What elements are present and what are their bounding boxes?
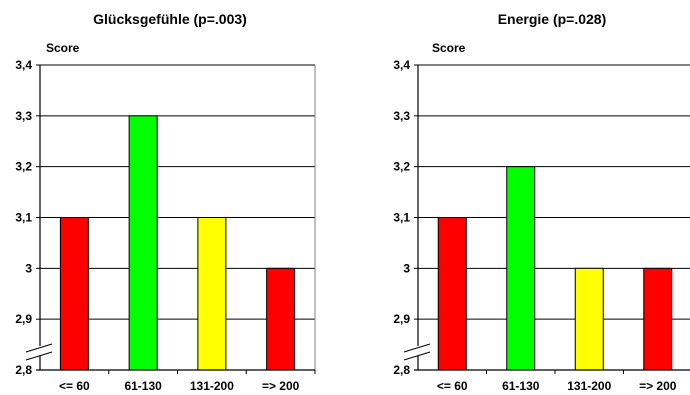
- axis-break-mark: [403, 351, 431, 361]
- y-tick-label: 2,9: [15, 312, 32, 326]
- bar-4: [266, 267, 296, 371]
- chart-panel-gluecksgefuehle: Glücksgefühle (p=.003) Score 2,8 2,9 3 3,1 3…: [15, 11, 316, 393]
- x-tick-label: 61-130: [502, 379, 540, 393]
- y-tick-label: 3,2: [15, 160, 32, 174]
- y-tick-label: 3,1: [393, 211, 410, 225]
- x-tick-label: => 200: [639, 379, 677, 393]
- chart-title: Glücksgefühle (p=.003): [93, 11, 247, 27]
- bar-1: [437, 217, 467, 371]
- y-tick-label: 2,8: [15, 363, 32, 377]
- y-tick-label: 3,4: [15, 58, 32, 72]
- bar-1: [59, 217, 89, 371]
- y-tick-label: 3,1: [15, 211, 32, 225]
- x-tick-label: 61-130: [124, 379, 162, 393]
- y-tick-label: 3,3: [393, 109, 410, 123]
- axis-break-mark: [25, 343, 53, 353]
- bar-3: [197, 217, 227, 371]
- y-tick-label: 2,8: [393, 363, 410, 377]
- x-tick-label: <= 60: [59, 379, 90, 393]
- x-tick-label: 131-200: [567, 379, 611, 393]
- chart-title: Energie (p=.028): [498, 11, 607, 27]
- bar-2: [128, 115, 158, 371]
- y-tick-label: 3,3: [15, 109, 32, 123]
- bar-3: [574, 267, 604, 371]
- y-tick-label: 3,4: [393, 58, 410, 72]
- y-tick-label: 3: [403, 261, 410, 275]
- bar-2: [506, 166, 536, 371]
- y-axis-label: Score: [432, 41, 466, 55]
- x-tick-label: 131-200: [190, 379, 234, 393]
- y-tick-label: 2,9: [393, 312, 410, 326]
- x-tick-label: <= 60: [437, 379, 468, 393]
- axis-break-mark: [403, 343, 431, 353]
- x-tick-label: => 200: [262, 379, 300, 393]
- y-tick-label: 3,2: [393, 160, 410, 174]
- chart-panel-energie: Energie (p=.028) Score 2,8 2,9 3 3,1 3,2 3,3 3…: [393, 11, 690, 393]
- y-tick-label: 3: [25, 261, 32, 275]
- bar-4: [643, 267, 673, 371]
- axis-break-mark: [25, 351, 53, 361]
- y-axis-label: Score: [46, 41, 80, 55]
